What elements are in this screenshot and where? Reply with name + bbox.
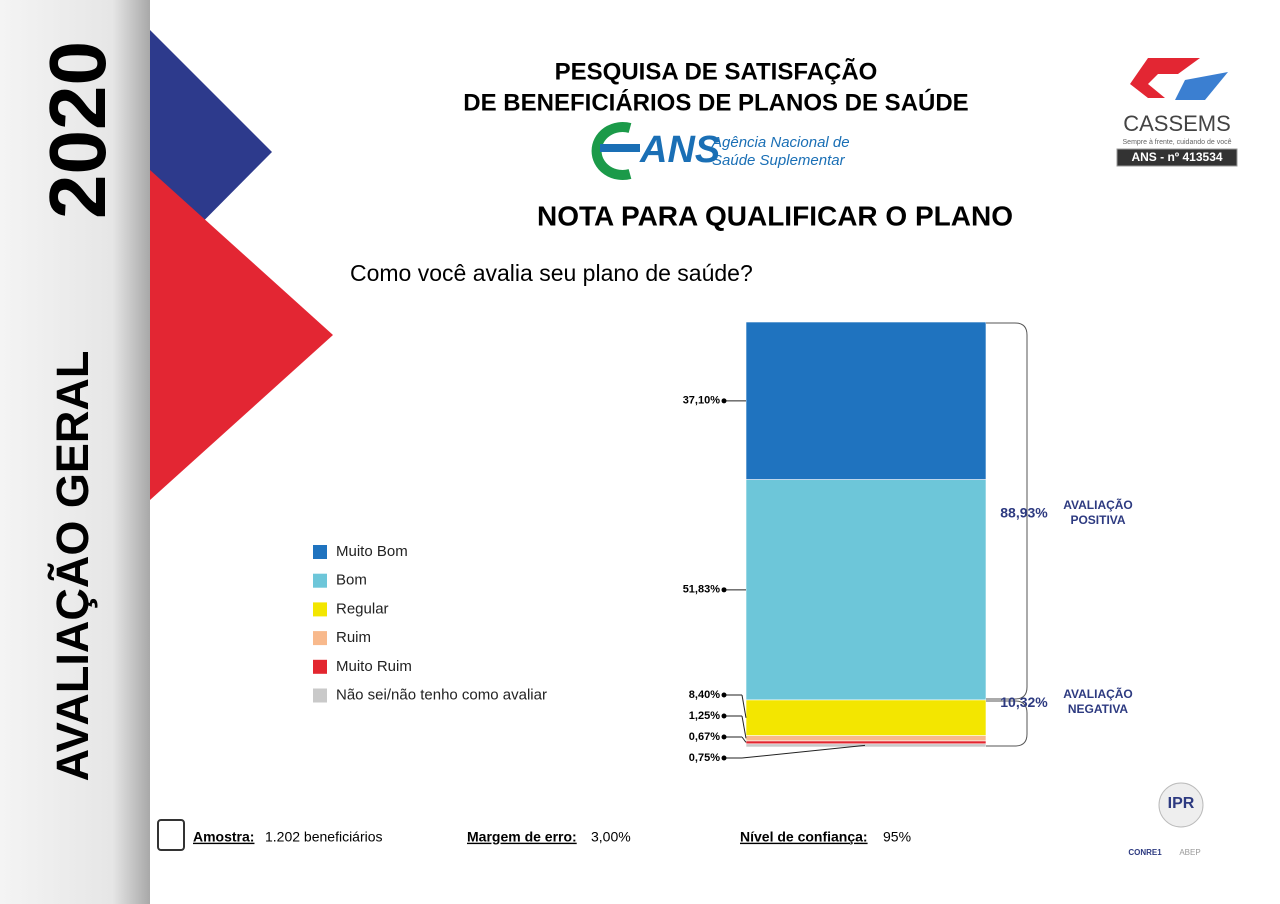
chart-subtitle: Como você avalia seu plano de saúde? <box>350 260 753 286</box>
legend-swatch <box>313 631 327 646</box>
group-name: AVALIAÇÃO POSITIVA <box>1063 497 1133 527</box>
legend-swatch <box>313 602 327 617</box>
ans-name: Agência Nacional de <box>711 134 850 151</box>
registry: ANS - nº 413534 <box>1131 150 1222 164</box>
margin-label: Margem de erro: <box>467 829 577 845</box>
ipr-logo: IPR <box>1168 795 1195 812</box>
value-label: 0,67% <box>689 731 720 743</box>
confidence-value: 95% <box>883 829 911 845</box>
value-label: 8,40% <box>689 689 720 701</box>
chart-title: NOTA PARA QUALIFICAR O PLANO <box>537 200 1013 231</box>
bar-segment <box>745 479 987 701</box>
leader-line <box>741 715 747 739</box>
value-label: 1,25% <box>689 710 720 722</box>
ipr-badge <box>1158 782 1204 828</box>
leader-dot <box>721 398 727 404</box>
leader-line <box>741 694 747 718</box>
leader-dot <box>721 692 727 698</box>
group-value: 10,32% <box>1000 694 1048 710</box>
ans-swoosh <box>591 122 632 180</box>
cassems-name: CASSEMS <box>1123 111 1231 136</box>
bar-segment <box>745 735 987 742</box>
header-title: PESQUISA DE SATISFAÇÃO <box>555 57 878 85</box>
legend-label: Muito Ruim <box>336 658 412 675</box>
sidebar <box>0 0 150 904</box>
legend-label: Bom <box>336 572 367 589</box>
group-value: 88,93% <box>1000 505 1048 521</box>
leader-dot <box>721 755 727 761</box>
confidence-label: Nível de confiança: <box>740 829 868 845</box>
legend-label: Não sei/não tenho como avaliar <box>336 686 547 703</box>
value-label: 0,75% <box>689 752 720 764</box>
ans-logo: ANS <box>639 129 720 171</box>
sample-icon <box>157 819 185 851</box>
value-label: 37,10% <box>683 395 721 407</box>
value-label: 51,83% <box>683 584 721 596</box>
legend-swatch <box>313 659 327 674</box>
red-triangle <box>150 170 333 500</box>
header-title: DE BENEFICIÁRIOS DE PLANOS DE SAÚDE <box>463 88 968 116</box>
ans-name: Saúde Suplementar <box>712 152 846 169</box>
conre-logo: CONRE1 <box>1128 848 1162 857</box>
leader-dot <box>721 713 727 719</box>
leader-line <box>741 736 747 743</box>
leader-line <box>741 744 866 759</box>
cassems-tagline: Sempre à frente, cuidando de você <box>1123 139 1232 146</box>
legend-label: Regular <box>336 600 389 617</box>
sample-label: Amostra: <box>193 829 254 845</box>
legend-swatch <box>313 688 327 703</box>
legend-swatch <box>313 545 327 559</box>
legend-swatch <box>313 573 327 588</box>
bar-segment <box>745 743 987 748</box>
group-bracket <box>986 322 1028 700</box>
group-name: AVALIAÇÃO NEGATIVA <box>1063 687 1133 717</box>
group-bracket <box>986 700 1028 747</box>
cassems-mark <box>1130 58 1200 98</box>
sample-value: 1.202 beneficiários <box>265 829 383 845</box>
legend-label: Muito Bom <box>336 543 408 560</box>
year: 2020 <box>33 41 122 219</box>
abep-logo: ABEP <box>1179 848 1200 857</box>
legend-label: Ruim <box>336 629 371 646</box>
bar-segment <box>745 740 987 745</box>
margin-value: 3,00% <box>591 829 631 845</box>
registry-box <box>1116 148 1238 167</box>
bar-segment <box>745 321 987 480</box>
bar-segment <box>745 699 987 736</box>
leader-dot <box>721 734 727 740</box>
cassems-mark <box>1175 72 1228 100</box>
leader-dot <box>721 587 727 593</box>
section-title: AVALIAÇÃO GERAL <box>47 351 98 782</box>
